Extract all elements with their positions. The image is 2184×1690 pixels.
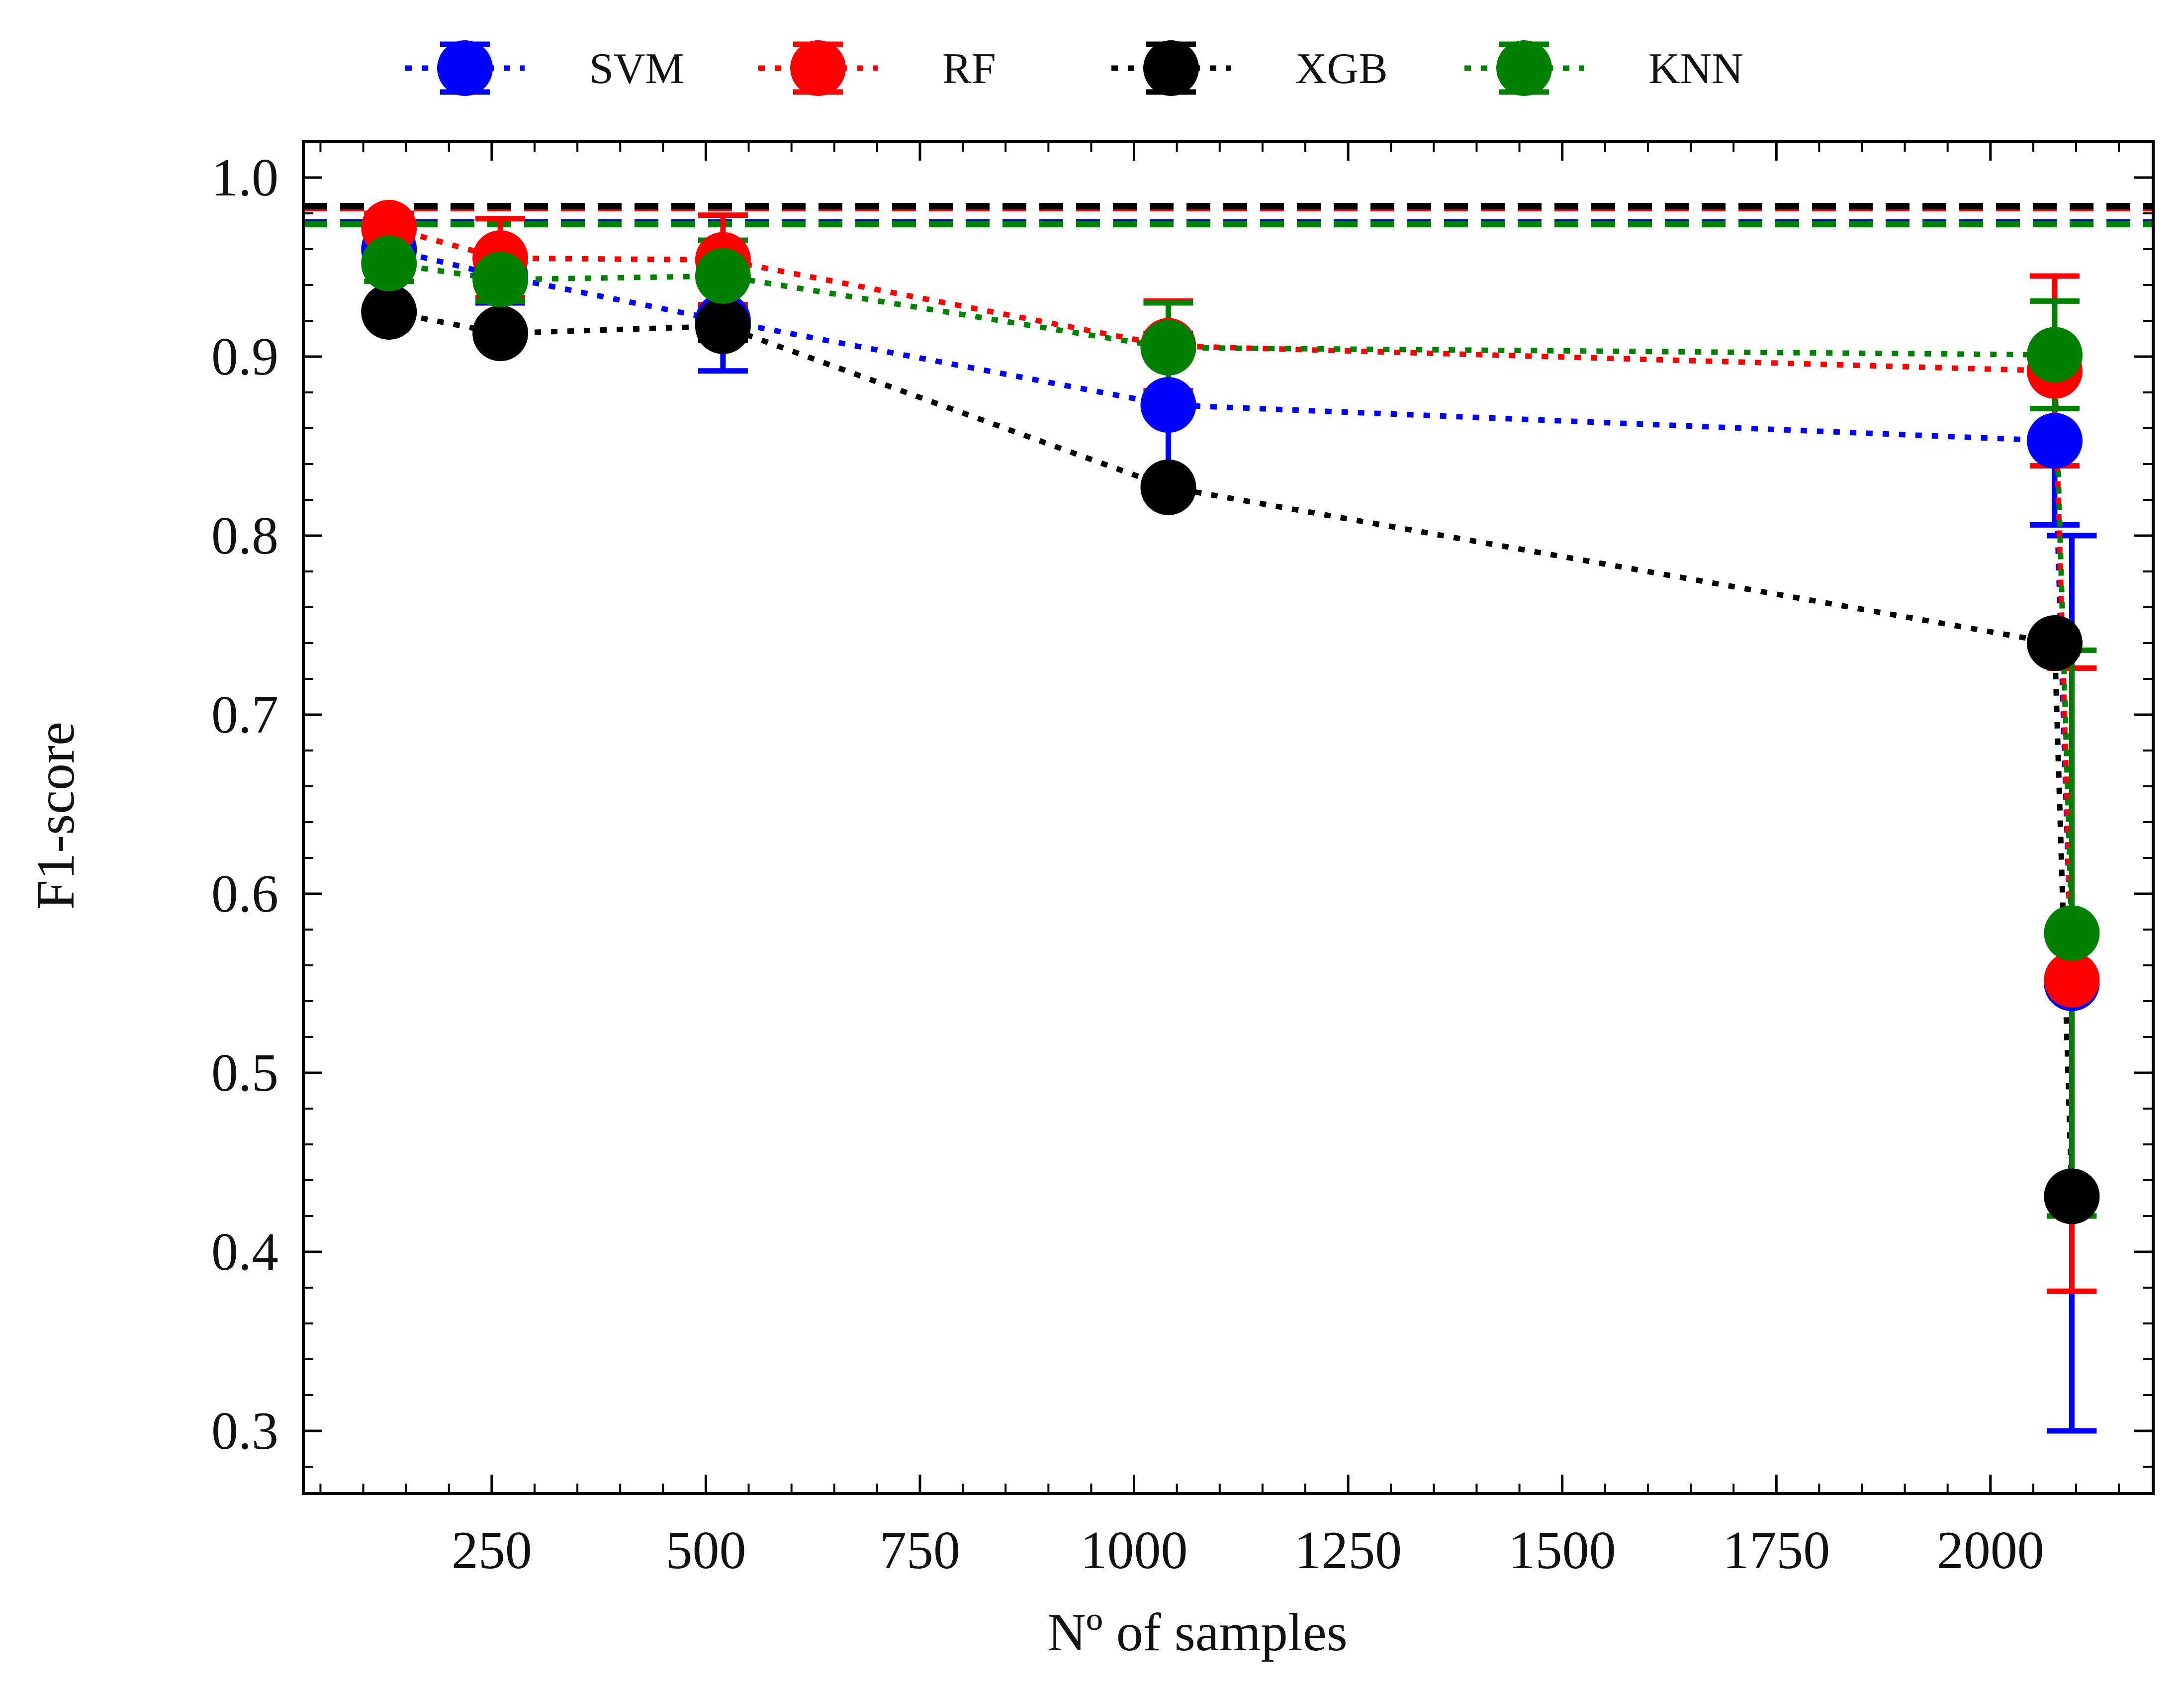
legend-label-svm: SVM [589,45,684,93]
axes: 250 500 750 1000 1250 1500 1750 2000 0.3 0.4 0.5 0.… [211,140,2155,1580]
x-tick-label: 250 [452,1521,532,1580]
data-point-xgb [361,284,417,340]
y-tick-label: 0.3 [211,1402,278,1461]
x-tick-label: 1000 [1081,1521,1188,1580]
data-point-xgb [2026,615,2083,671]
series-line-knn [388,261,2075,934]
data-point-knn [361,235,417,291]
x-tick-label: 1250 [1294,1521,1402,1580]
data-point-knn [1140,320,1196,376]
data-point-xgb [1140,459,1196,515]
legend: SVM RF XGB KNN [405,40,1743,96]
data-point-xgb [695,298,751,354]
y-tick-label: 0.4 [211,1222,278,1282]
plot-frame [302,140,2155,1495]
legend-label-knn: KNN [1648,45,1743,93]
x-tick-label: 500 [665,1521,746,1580]
x-axis-title: Nº of samples [1047,1603,1347,1662]
y-axis-title: F1-score [26,722,86,910]
data-point-xgb [472,305,529,362]
plot-area [303,199,2153,1434]
x-tick-label: 1500 [1509,1521,1616,1580]
legend-marker-rf [790,40,846,96]
legend-label-rf: RF [942,45,996,93]
legend-marker-knn [1496,40,1552,96]
data-point-svm [1140,377,1196,433]
x-tick-label: 750 [880,1521,960,1580]
x-tick-label: 1750 [1723,1521,1830,1580]
legend-label-xgb: XGB [1295,45,1388,93]
legend-marker-xgb [1143,40,1199,96]
data-point-xgb [2044,1168,2100,1224]
y-tick-label: 0.8 [211,506,278,565]
y-tick-label: 0.5 [211,1043,278,1103]
data-point-knn [695,248,751,304]
x-tick-label: 2000 [1937,1521,2044,1580]
data-point-knn [472,252,529,308]
y-tick-label: 0.9 [211,327,278,386]
y-tick-label: 0.6 [211,864,278,924]
y-tick-label: 1.0 [211,148,278,207]
legend-marker-svm [437,40,493,96]
data-point-svm [2026,413,2083,469]
data-point-knn [2026,327,2083,383]
data-point-knn [2044,905,2100,961]
y-tick-label: 0.7 [211,685,278,745]
data-point-rf [2044,951,2100,1008]
